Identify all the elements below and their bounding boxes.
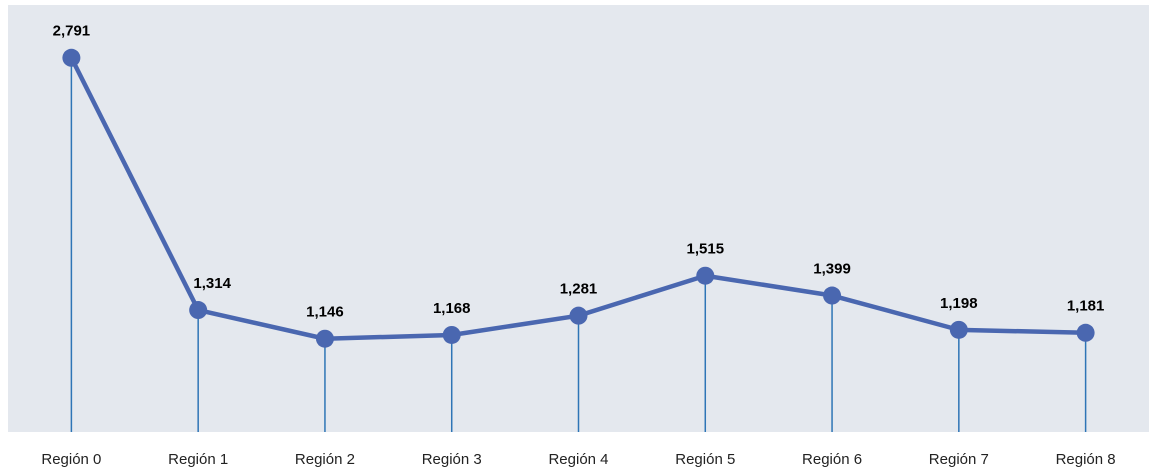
x-tick-label: Región 6 xyxy=(802,451,862,468)
data-label: 1,515 xyxy=(687,241,725,258)
data-label: 1,399 xyxy=(813,260,851,277)
marker xyxy=(823,286,842,305)
data-label: 2,791 xyxy=(53,23,91,40)
data-label: 1,198 xyxy=(940,295,978,312)
data-label: 1,181 xyxy=(1067,298,1105,315)
marker xyxy=(569,306,588,325)
x-tick-label: Región 5 xyxy=(675,451,735,468)
x-tick-label: Región 2 xyxy=(295,451,355,468)
x-tick-label: Región 8 xyxy=(1056,451,1116,468)
x-tick-label: Región 4 xyxy=(548,451,608,468)
marker xyxy=(315,329,334,348)
data-label: 1,168 xyxy=(433,300,471,317)
x-tick-label: Región 3 xyxy=(422,451,482,468)
x-tick-label: Región 7 xyxy=(929,451,989,468)
data-label: 1,314 xyxy=(193,275,231,292)
marker xyxy=(1076,323,1095,342)
data-label: 1,281 xyxy=(560,281,598,298)
marker xyxy=(62,48,81,67)
marker xyxy=(442,325,461,344)
marker xyxy=(189,301,208,320)
x-tick-label: Región 0 xyxy=(41,451,101,468)
marker xyxy=(696,266,715,285)
marker xyxy=(949,320,968,339)
data-label: 1,146 xyxy=(306,304,344,321)
x-tick-label: Región 1 xyxy=(168,451,228,468)
